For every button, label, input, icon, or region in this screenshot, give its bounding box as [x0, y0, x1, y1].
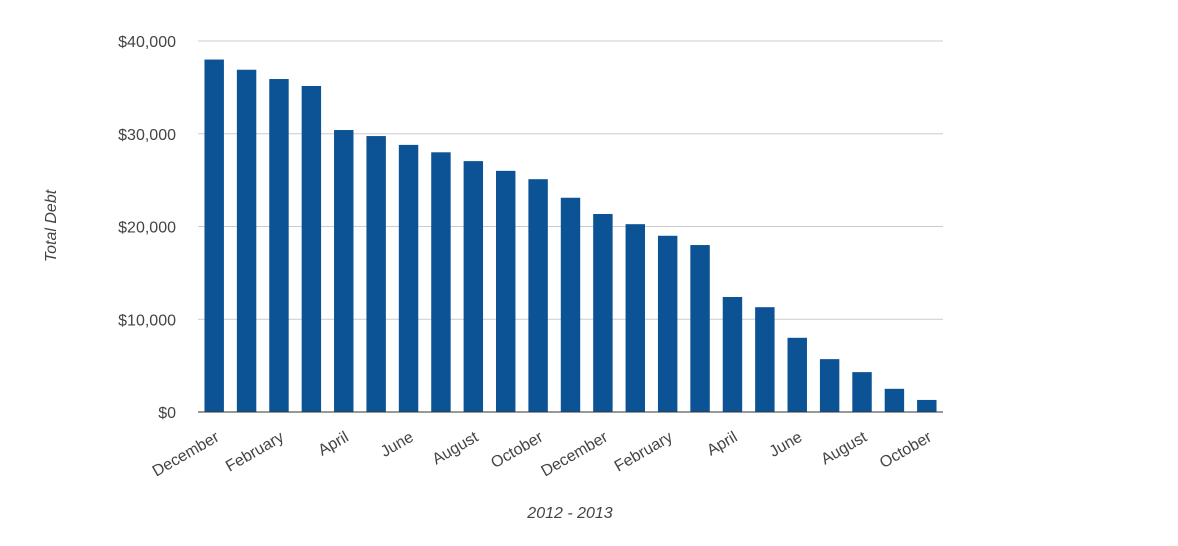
bar	[334, 130, 354, 413]
bar	[917, 399, 937, 412]
x-tick-label: August	[818, 428, 870, 468]
y-tick-label: $20,000	[118, 220, 176, 237]
bar	[269, 79, 289, 412]
bar	[496, 170, 516, 412]
bar	[431, 152, 451, 413]
x-axis-label: 2012 - 2013	[526, 505, 613, 522]
bar	[625, 224, 645, 412]
x-tick-label: August	[430, 428, 482, 468]
bar	[398, 144, 419, 412]
bar	[463, 161, 484, 412]
x-tick-label: June	[767, 429, 806, 461]
x-tick-label: June	[378, 429, 417, 461]
bar	[755, 307, 775, 412]
x-tick-label: December	[150, 428, 223, 480]
x-tick-label: December	[538, 428, 611, 480]
bar	[884, 388, 905, 412]
bar	[593, 213, 613, 412]
y-tick-label: $0	[158, 405, 176, 422]
y-axis-label: Total Debt	[43, 189, 60, 262]
bar	[236, 69, 257, 412]
bar	[690, 245, 710, 412]
y-tick-label: $40,000	[118, 34, 176, 51]
x-tick-label: October	[877, 428, 935, 472]
bar	[301, 85, 322, 412]
bar	[722, 296, 743, 412]
bar	[657, 235, 678, 412]
bar	[852, 372, 872, 412]
x-tick-label: April	[316, 429, 352, 460]
y-tick-label: $10,000	[118, 312, 176, 329]
bar	[560, 197, 581, 412]
x-tick-label: February	[223, 429, 287, 476]
bar	[787, 337, 807, 412]
x-tick-label: February	[612, 429, 676, 476]
bar	[366, 136, 386, 412]
bar	[819, 359, 840, 412]
bar	[528, 179, 548, 412]
y-tick-label: $30,000	[118, 127, 176, 144]
bar	[204, 59, 224, 413]
x-tick-label: April	[704, 429, 740, 460]
